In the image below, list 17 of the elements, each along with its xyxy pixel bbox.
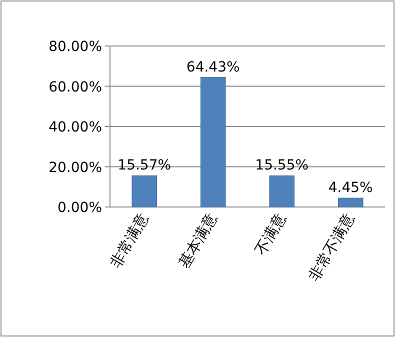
- data-label: 15.55%: [255, 158, 309, 174]
- data-label: 15.57%: [118, 158, 172, 174]
- data-label: 4.45%: [328, 180, 373, 196]
- data-label: 64.43%: [186, 59, 240, 76]
- y-tick-label: 40.00%: [48, 120, 102, 136]
- y-tick-label: 60.00%: [48, 79, 102, 96]
- bar: [132, 175, 157, 208]
- x-tick-label: 基本满意: [175, 210, 221, 271]
- y-tick-label: 20.00%: [48, 160, 102, 176]
- bar: [338, 198, 364, 208]
- bar: [200, 77, 226, 208]
- y-tick-label: 80.00%: [48, 39, 102, 55]
- x-tick-label: 不满意: [251, 210, 290, 258]
- y-tick-label: 0.00%: [58, 200, 102, 216]
- x-tick-label: 非常不满意: [305, 210, 358, 284]
- bar: [269, 175, 294, 208]
- x-tick-label: 非常满意: [106, 210, 152, 271]
